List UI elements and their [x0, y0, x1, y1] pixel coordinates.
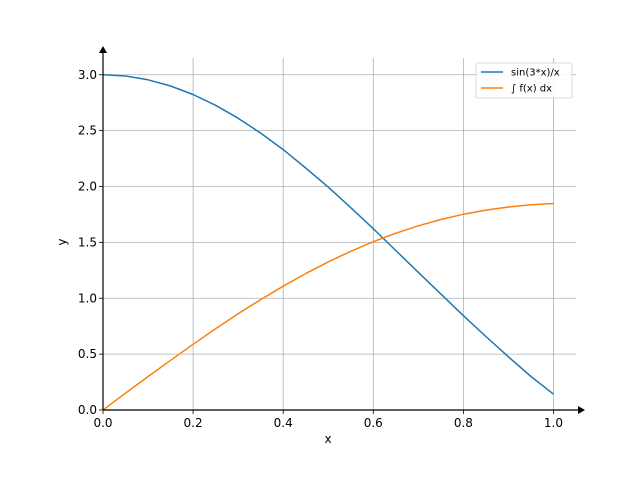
y-axis-label: y: [55, 238, 69, 245]
y-tick-label: 0.0: [78, 403, 97, 417]
legend-label-2: ∫ f(x) dx: [511, 84, 552, 95]
series-line-1: [102, 74, 554, 395]
x-tick-label: 0.8: [454, 416, 473, 430]
series-line-2: [102, 202, 554, 411]
x-tick-label: 0.4: [274, 416, 293, 430]
series-layer: [102, 74, 554, 411]
x-tick-label: 0.6: [364, 416, 383, 430]
y-tick-label: 2.0: [78, 180, 97, 194]
x-tick-label: 1.0: [544, 416, 563, 430]
axes: [99, 46, 585, 414]
y-axis-arrow: [99, 46, 107, 53]
x-tick-label: 0.2: [184, 416, 203, 430]
legend-label-1: sin(3*x)/x: [511, 68, 560, 79]
y-tick-label: 2.5: [78, 124, 97, 138]
y-tick-label: 3.0: [78, 68, 97, 82]
x-axis-arrow: [578, 406, 585, 414]
y-tick-label: 1.5: [78, 235, 97, 249]
y-tick-label: 0.5: [78, 347, 97, 361]
y-tick-label: 1.0: [78, 291, 97, 305]
x-tick-label: 0.0: [93, 416, 112, 430]
x-axis-label: x: [324, 432, 331, 446]
ticks: 0.0 0.2 0.4 0.6 0.8 1.0 0.0 0.5 1.0 1.5 2.0 2.5 3.0: [78, 68, 563, 430]
legend: sin(3*x)/x ∫ f(x) dx: [475, 62, 573, 99]
